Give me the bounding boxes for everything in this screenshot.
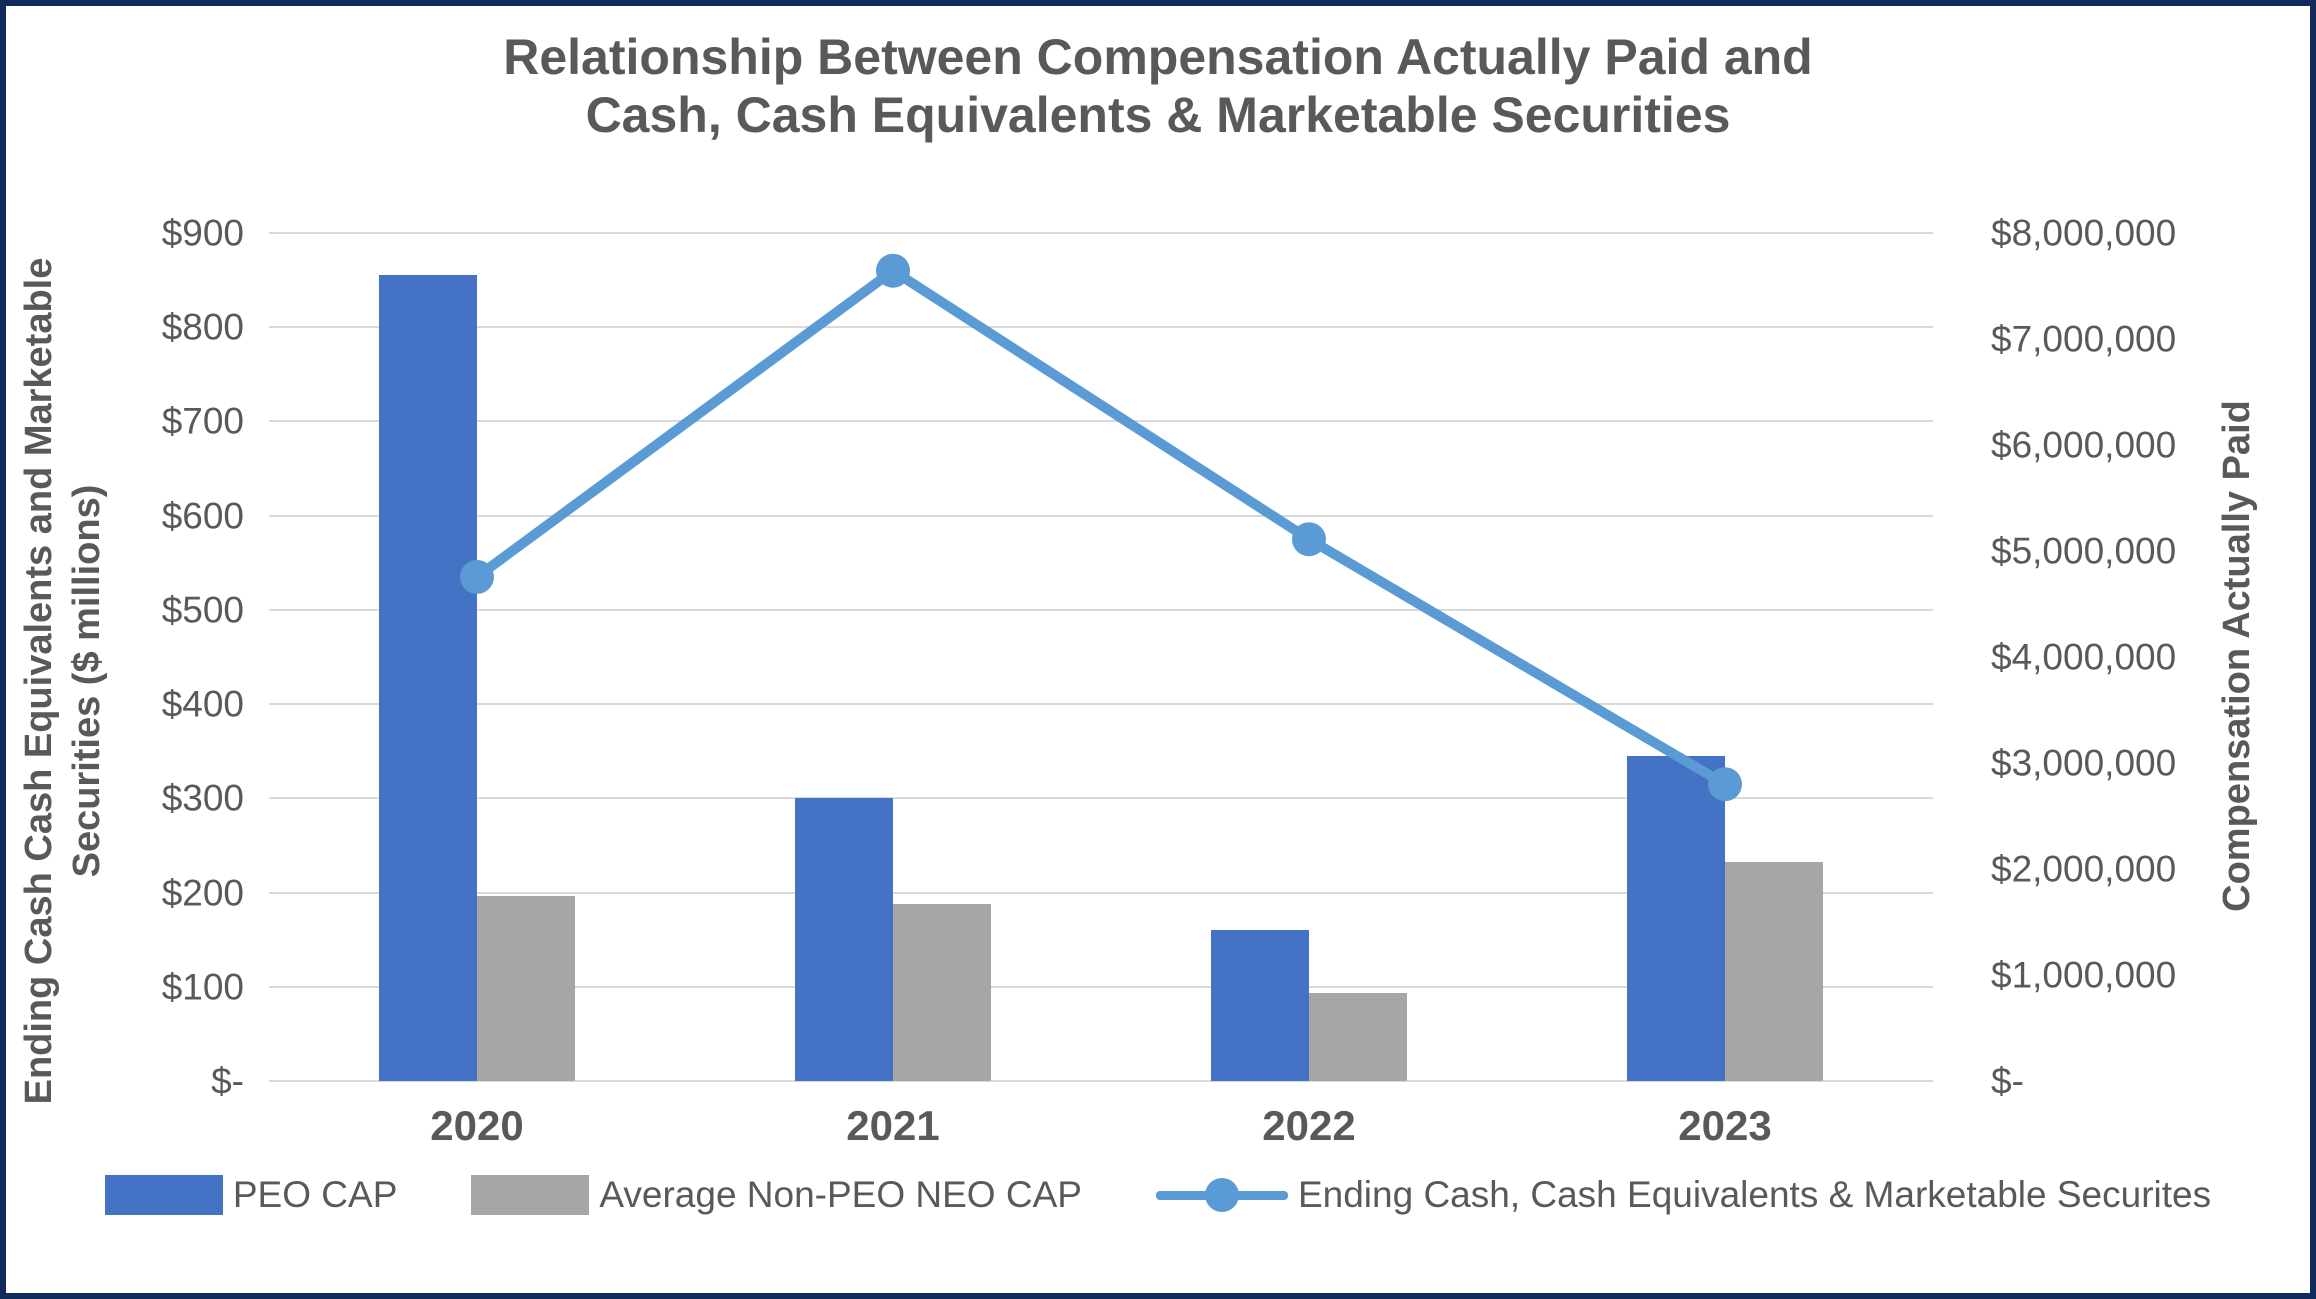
neo-cap-bar-2020 xyxy=(477,895,575,1081)
legend-item-neo-cap: Average Non-PEO NEO CAP xyxy=(471,1174,1082,1216)
ending-cash-point-2020 xyxy=(460,559,494,594)
left-axis-title: Ending Cash Cash Equivalents and Marketa… xyxy=(18,257,108,1105)
neo-cap-bar-2022 xyxy=(1309,993,1407,1081)
chart-title-line-2: Cash, Cash Equivalents & Marketable Secu… xyxy=(585,87,1731,143)
legend-item-peo-cap: PEO CAP xyxy=(104,1174,398,1216)
left-axis-tick: $300 xyxy=(161,777,244,819)
right-axis-tick: $7,000,000 xyxy=(1991,318,2177,360)
left-axis-tick: $400 xyxy=(161,683,244,725)
x-axis-label-2023: 2023 xyxy=(1678,1102,1772,1149)
gridline xyxy=(269,891,1933,894)
ending-cash-point-2021 xyxy=(876,253,910,288)
right-axis-tick: $8,000,000 xyxy=(1991,212,2177,254)
gridline xyxy=(269,703,1933,706)
peo-cap-bar-2023 xyxy=(1627,755,1725,1081)
gridline xyxy=(269,326,1933,329)
left-axis-tick: $- xyxy=(211,1060,244,1102)
gridline xyxy=(269,608,1933,611)
gridline xyxy=(269,420,1933,423)
x-axis-label-2022: 2022 xyxy=(1262,1102,1356,1149)
neo-cap-bar-2021 xyxy=(893,903,991,1081)
left-axis-tick: $600 xyxy=(161,495,244,537)
left-axis-tick: $800 xyxy=(161,306,244,348)
right-axis-tick: $3,000,000 xyxy=(1991,742,2177,784)
right-axis-title: Compensation Actually Paid xyxy=(2216,400,2258,912)
right-axis-tick: $6,000,000 xyxy=(1991,424,2177,466)
peo-cap-bar-2020 xyxy=(379,275,477,1081)
gridline xyxy=(269,232,1933,234)
legend-item-ending-cash: Ending Cash, Cash Equivalents & Marketab… xyxy=(1155,1174,2212,1216)
ending-cash-line-path xyxy=(474,264,1728,789)
left-axis-tick: $700 xyxy=(161,400,244,442)
chart-title-line-1: Relationship Between Compensation Actual… xyxy=(503,29,1813,85)
left-axis-tick: $100 xyxy=(161,966,244,1008)
x-axis-label-2021: 2021 xyxy=(846,1102,940,1149)
peo-cap-bar-2022 xyxy=(1211,930,1309,1081)
legend-label-peo-cap: PEO CAP xyxy=(232,1174,398,1215)
chart-title: Relationship Between Compensation Actual… xyxy=(6,28,2310,144)
x-axis-label-2020: 2020 xyxy=(430,1102,524,1149)
right-axis-tick: $4,000,000 xyxy=(1991,636,2177,678)
gridline xyxy=(269,1080,1933,1082)
legend: PEO CAP Average Non-PEO NEO CAP Ending C… xyxy=(6,1174,2310,1216)
peo-cap-swatch-icon xyxy=(104,1175,223,1215)
left-axis-tick: $500 xyxy=(161,589,244,631)
neo-cap-bar-2023 xyxy=(1725,861,1823,1081)
right-axis-tick: $- xyxy=(1991,1060,2024,1102)
legend-label-neo-cap: Average Non-PEO NEO CAP xyxy=(599,1174,1082,1215)
ending-cash-line xyxy=(460,253,1742,802)
right-axis-tick: $2,000,000 xyxy=(1991,848,2177,890)
ending-cash-point-2023 xyxy=(1708,767,1742,802)
right-axis-tick: $1,000,000 xyxy=(1991,954,2177,996)
gridline xyxy=(269,985,1933,988)
left-axis-tick: $900 xyxy=(161,212,244,254)
left-axis-tick: $200 xyxy=(161,872,244,914)
right-axis-tick: $5,000,000 xyxy=(1991,530,2177,572)
peo-cap-bar-2021 xyxy=(795,797,893,1081)
neo-cap-swatch-icon xyxy=(471,1175,590,1215)
plot-area xyxy=(269,232,1933,1082)
ending-cash-point-2022 xyxy=(1292,522,1326,557)
legend-label-ending-cash: Ending Cash, Cash Equivalents & Marketab… xyxy=(1297,1174,2212,1215)
gridline xyxy=(269,514,1933,517)
gridline xyxy=(269,797,1933,800)
line-marker-swatch-icon xyxy=(1155,1175,1288,1215)
